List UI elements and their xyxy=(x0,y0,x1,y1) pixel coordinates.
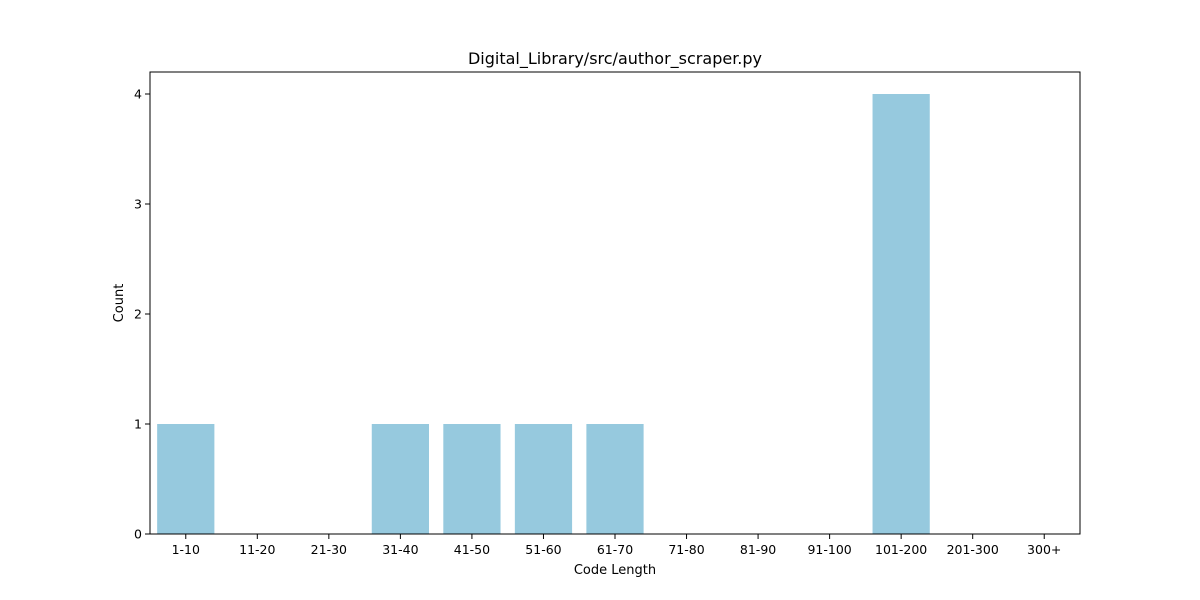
y-tick-label: 0 xyxy=(134,527,142,542)
bars-group xyxy=(157,94,930,534)
x-tick-label: 11-20 xyxy=(239,542,275,557)
x-tick-label: 1-10 xyxy=(172,542,200,557)
x-tick-label: 21-30 xyxy=(311,542,347,557)
y-axis-label: Count xyxy=(112,284,127,323)
x-tick-label: 91-100 xyxy=(807,542,851,557)
bar-51-60 xyxy=(514,424,573,534)
x-tick-label: 71-80 xyxy=(668,542,704,557)
x-axis-label: Code Length xyxy=(574,563,656,578)
x-axis: 1-10 11-20 21-30 31-40 41-50 51-60 61-70 71-80 8… xyxy=(172,534,1061,557)
y-tick-label: 3 xyxy=(134,197,142,212)
x-tick-label: 101-200 xyxy=(875,542,927,557)
x-tick-label: 41-50 xyxy=(454,542,490,557)
x-tick-label: 81-90 xyxy=(740,542,776,557)
y-tick-label: 4 xyxy=(134,87,142,102)
x-tick-label: 51-60 xyxy=(525,542,561,557)
y-tick-label: 2 xyxy=(134,307,142,322)
x-tick-label: 201-300 xyxy=(947,542,999,557)
bar-31-40 xyxy=(371,424,429,534)
x-tick-label: 61-70 xyxy=(597,542,633,557)
chart-title: Digital_Library/src/author_scraper.py xyxy=(468,49,762,69)
x-tick-label: 300+ xyxy=(1027,542,1061,557)
bar-61-70 xyxy=(586,424,644,534)
bar-101-200 xyxy=(872,94,930,534)
y-tick-label: 1 xyxy=(134,417,142,432)
bar-1-10 xyxy=(157,424,215,534)
y-axis: 0 1 2 3 4 xyxy=(134,87,150,542)
bar-41-50 xyxy=(443,424,501,534)
x-tick-label: 31-40 xyxy=(382,542,418,557)
